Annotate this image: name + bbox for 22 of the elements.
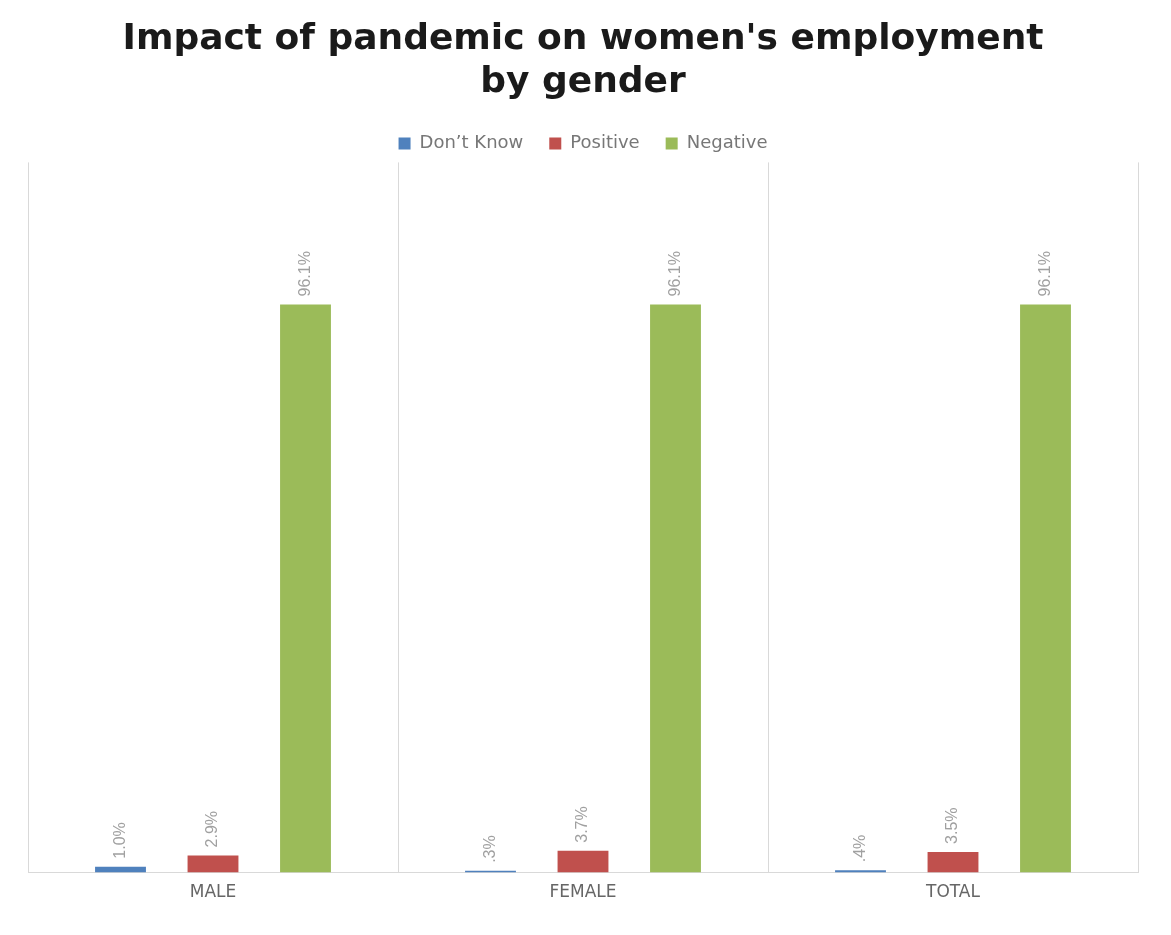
bar (927, 851, 979, 873)
bar (650, 304, 701, 873)
data-label: 96.1% (295, 251, 313, 297)
data-label: 96.1% (665, 251, 683, 297)
data-label: .4% (850, 834, 868, 863)
x-tick-label: TOTAL (925, 881, 981, 902)
data-label: .3% (480, 835, 498, 863)
bar (187, 855, 239, 873)
chart-title: Impact of pandemic on women's employment by gender (122, 15, 1044, 101)
bar (280, 304, 331, 873)
data-label: 3.5% (943, 807, 961, 844)
bar (557, 850, 609, 873)
data-label: 2.9% (203, 810, 221, 848)
legend-label: Don’t Know (419, 131, 524, 153)
x-tick-label: MALE (189, 881, 237, 902)
data-label: 96.1% (1035, 251, 1053, 297)
legend-label: Positive (570, 131, 640, 153)
x-tick-label: FEMALE (549, 881, 617, 902)
data-label: 3.7% (573, 806, 591, 843)
data-label: 1.0% (110, 822, 128, 859)
legend-label: Negative (686, 131, 768, 153)
bar (1020, 304, 1071, 873)
